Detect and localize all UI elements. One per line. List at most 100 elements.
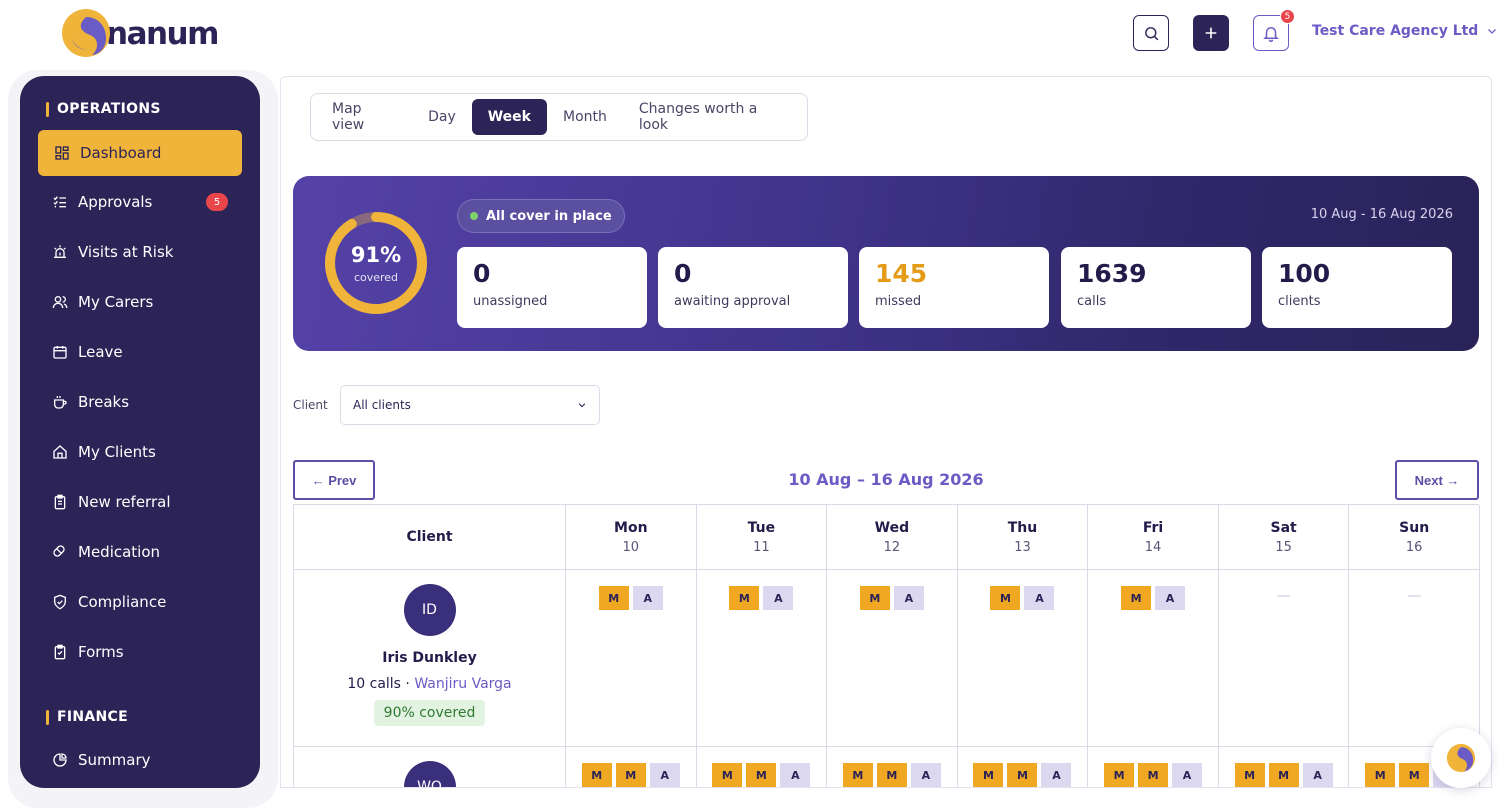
prev-week-button[interactable]: ← Prev bbox=[293, 460, 375, 500]
morning-visit-chip[interactable]: M bbox=[1365, 763, 1396, 787]
stat-card-calls[interactable]: 1639 calls bbox=[1061, 247, 1251, 328]
client-meta: 10 calls · Wanjiru Varga bbox=[347, 676, 511, 692]
stat-card-unassigned[interactable]: 0 unassigned bbox=[457, 247, 647, 328]
section-marker bbox=[46, 709, 49, 725]
stat-label: missed bbox=[875, 294, 922, 309]
assistant-launcher-button[interactable] bbox=[1431, 728, 1491, 788]
morning-visit-chip[interactable]: M bbox=[1104, 763, 1135, 787]
coverage-label: covered bbox=[353, 270, 399, 284]
search-button[interactable] bbox=[1133, 15, 1169, 51]
afternoon-visit-chip[interactable]: A bbox=[763, 586, 794, 610]
sidebar-item-medication[interactable]: Medication bbox=[38, 530, 242, 574]
sidebar-item-visits-at-risk[interactable]: Visits at Risk bbox=[38, 230, 242, 274]
sidebar-item-label: Leave bbox=[78, 343, 123, 361]
week-title: 10 Aug – 16 Aug 2026 bbox=[788, 470, 984, 489]
stat-card-clients[interactable]: 100 clients bbox=[1262, 247, 1452, 328]
client-header-label: Client bbox=[406, 529, 453, 545]
morning-visit-chip[interactable]: M bbox=[859, 586, 890, 610]
stat-label: calls bbox=[1077, 294, 1107, 309]
afternoon-visit-chip[interactable]: A bbox=[780, 763, 811, 787]
schedule-cell[interactable]: — bbox=[1349, 570, 1480, 747]
banner-date-range: 10 Aug - 16 Aug 2026 bbox=[1310, 207, 1453, 222]
afternoon-visit-chip[interactable]: A bbox=[910, 763, 941, 787]
no-visits-marker: — bbox=[1407, 588, 1422, 604]
org-switcher[interactable]: Test Care Agency Ltd bbox=[1312, 23, 1498, 39]
morning-visit-chip[interactable]: M bbox=[1399, 763, 1430, 787]
sidebar-item-compliance[interactable]: Compliance bbox=[38, 580, 242, 624]
afternoon-visit-chip[interactable]: A bbox=[632, 586, 663, 610]
morning-visit-chip[interactable]: M bbox=[876, 763, 907, 787]
logo[interactable]: nanum bbox=[62, 8, 219, 58]
morning-visit-chip[interactable]: M bbox=[746, 763, 777, 787]
logo-mark-icon bbox=[1446, 743, 1476, 773]
tab-week[interactable]: Week bbox=[471, 99, 547, 135]
stat-label: awaiting approval bbox=[674, 294, 791, 309]
notifications-button[interactable]: 5 bbox=[1253, 9, 1295, 51]
client-carer-link[interactable]: Wanjiru Varga bbox=[414, 676, 512, 692]
afternoon-visit-chip[interactable]: A bbox=[1041, 763, 1072, 787]
sidebar-item-label: Forms bbox=[78, 643, 124, 661]
client-cell-second[interactable]: WO bbox=[294, 747, 566, 787]
morning-visit-chip[interactable]: M bbox=[1234, 763, 1265, 787]
tab-changes-worth-a-look[interactable]: Changes worth a look bbox=[638, 101, 758, 133]
sidebar-item-approvals[interactable]: Approvals 5 bbox=[38, 180, 242, 224]
next-week-button[interactable]: Next → bbox=[1395, 460, 1479, 500]
tab-month[interactable]: Month bbox=[562, 109, 607, 125]
morning-visit-chip[interactable]: M bbox=[842, 763, 873, 787]
sidebar-item-my-carers[interactable]: My Carers bbox=[38, 280, 242, 324]
morning-visit-chip[interactable]: M bbox=[712, 763, 743, 787]
afternoon-visit-chip[interactable]: A bbox=[893, 586, 924, 610]
tab-day[interactable]: Day bbox=[428, 109, 456, 125]
morning-visit-chip[interactable]: M bbox=[581, 763, 612, 787]
sidebar-item-my-clients[interactable]: My Clients bbox=[38, 430, 242, 474]
section-title-finance: FINANCE bbox=[46, 709, 128, 725]
stat-value: 0 bbox=[674, 259, 692, 288]
afternoon-visit-chip[interactable]: A bbox=[1024, 586, 1055, 610]
afternoon-visit-chip[interactable]: A bbox=[649, 763, 680, 787]
no-visits-marker: — bbox=[1276, 588, 1291, 604]
status-dot-icon bbox=[470, 212, 478, 220]
add-button[interactable] bbox=[1193, 15, 1229, 51]
morning-visit-chip[interactable]: M bbox=[990, 586, 1021, 610]
afternoon-visit-chip[interactable]: A bbox=[1302, 763, 1333, 787]
morning-visit-chip[interactable]: M bbox=[729, 586, 760, 610]
morning-visit-chip[interactable]: M bbox=[1007, 763, 1038, 787]
client-cell-iris-dunkley[interactable]: ID Iris Dunkley 10 calls · Wanjiru Varga… bbox=[294, 570, 566, 747]
stat-card-missed[interactable]: 145 missed bbox=[859, 247, 1049, 328]
morning-visit-chip[interactable]: M bbox=[615, 763, 646, 787]
coverage-summary-banner: 91% covered All cover in place 10 Aug - … bbox=[293, 176, 1479, 351]
schedule-cell[interactable]: — bbox=[1218, 570, 1350, 747]
morning-visit-chip[interactable]: M bbox=[1138, 763, 1169, 787]
afternoon-visit-chip[interactable]: A bbox=[1155, 586, 1186, 610]
sidebar-item-leave[interactable]: Leave bbox=[38, 330, 242, 374]
morning-visit-chip[interactable]: M bbox=[598, 586, 629, 610]
view-tabs: Map view Day Week Month Changes worth a … bbox=[310, 93, 808, 141]
stat-card-awaiting-approval[interactable]: 0 awaiting approval bbox=[658, 247, 848, 328]
day-column-header: Thu 13 bbox=[957, 505, 1089, 570]
afternoon-visit-chip[interactable]: A bbox=[1172, 763, 1203, 787]
morning-visit-chip[interactable]: M bbox=[1121, 586, 1152, 610]
tab-map-view[interactable]: Map view bbox=[332, 101, 365, 133]
morning-visit-chip[interactable]: M bbox=[1268, 763, 1299, 787]
sidebar-item-breaks[interactable]: Breaks bbox=[38, 380, 242, 424]
client-filter-select[interactable]: All clients bbox=[340, 385, 600, 425]
sidebar-item-new-referral[interactable]: New referral bbox=[38, 480, 242, 524]
morning-visit-chip[interactable]: M bbox=[973, 763, 1004, 787]
sidebar-item-forms[interactable]: Forms bbox=[38, 630, 242, 674]
day-name: Mon bbox=[614, 519, 648, 536]
sidebar-item-dashboard[interactable]: Dashboard bbox=[38, 130, 242, 176]
sidebar-item-summary[interactable]: Summary bbox=[38, 738, 242, 782]
chevron-down-icon bbox=[1488, 29, 1497, 34]
day-column-header: Sun 16 bbox=[1349, 505, 1480, 570]
